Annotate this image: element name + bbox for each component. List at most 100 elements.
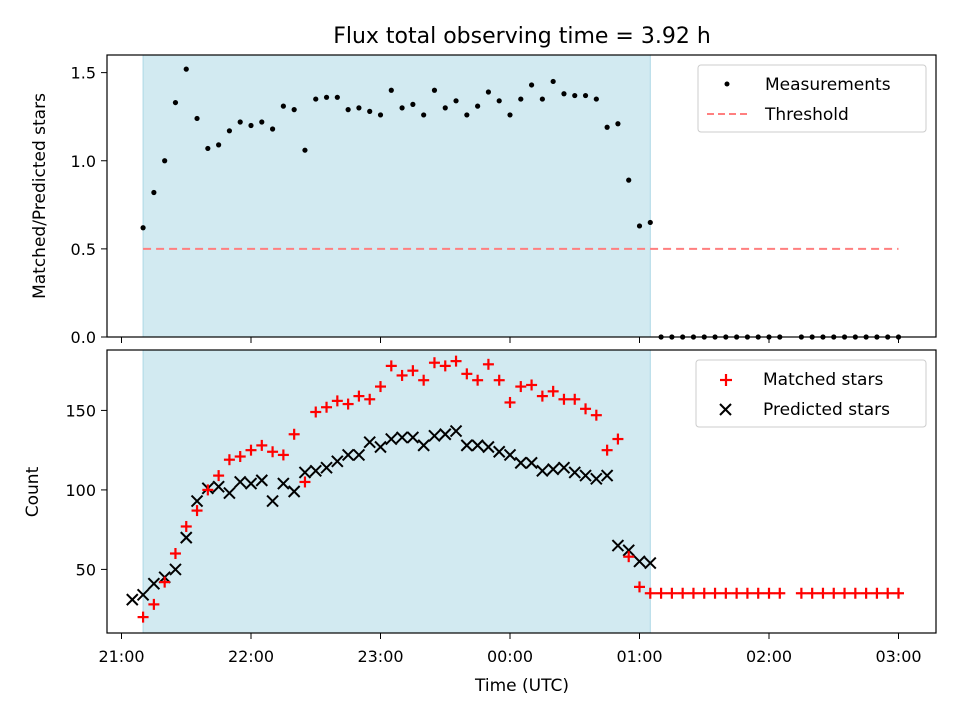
- matched-star-point: [137, 611, 149, 623]
- measurement-point: [421, 112, 427, 118]
- measurement-point: [313, 96, 319, 102]
- predicted-star-point: [600, 469, 614, 482]
- matched-star-point: [526, 379, 538, 391]
- measurement-point: [582, 92, 589, 99]
- matched-star-point: [536, 390, 548, 402]
- measurement-point: [259, 119, 265, 125]
- matched-star-point: [547, 385, 559, 397]
- matched-star-point: [277, 449, 289, 461]
- matched-star-point: [375, 381, 386, 393]
- matched-star-point: [806, 587, 818, 599]
- predicted-star-point: [352, 448, 366, 462]
- measurement-point: [345, 107, 351, 113]
- matched-star-point: [439, 360, 451, 372]
- predicted-star-point: [525, 456, 538, 470]
- predicted-star-point: [298, 466, 312, 479]
- predicted-star-point: [482, 440, 495, 454]
- measurement-point: [323, 94, 330, 100]
- matched-star-point: [655, 587, 667, 599]
- matched-star-point: [396, 369, 408, 381]
- predicted-star-point: [287, 485, 301, 498]
- matched-star-point: [752, 587, 764, 599]
- measurement-point: [216, 142, 222, 148]
- matched-star-point: [623, 551, 635, 563]
- predicted-star-point: [449, 424, 463, 438]
- x-tick-label: 21:00: [98, 647, 144, 666]
- matched-star-point: [515, 381, 527, 393]
- predicted-star-point: [622, 544, 635, 557]
- predicted-star-point: [212, 480, 225, 493]
- measurement-point: [151, 189, 157, 196]
- measurement-point: [269, 126, 276, 132]
- matched-star-point: [666, 587, 678, 599]
- top-y-tick-label: 1.0: [71, 152, 96, 171]
- predicted-star-point: [363, 436, 376, 449]
- predicted-star-point: [266, 494, 279, 508]
- top-legend: Measurements Threshold: [697, 64, 927, 133]
- matched-star-point: [601, 444, 613, 456]
- matched-star-point: [580, 403, 592, 415]
- matched-star-point: [882, 587, 894, 599]
- predicted-star-point: [417, 439, 430, 452]
- matched-star-point: [418, 374, 430, 386]
- predicted-star-point: [644, 556, 657, 570]
- matched-star-point: [828, 587, 840, 599]
- top-y-tick-label: 1.5: [71, 64, 96, 83]
- matched-star-point: [590, 409, 602, 421]
- predicted-star-point: [190, 494, 204, 508]
- measurement-point: [410, 101, 416, 107]
- predicted-star-point: [136, 588, 150, 602]
- predicted-star-point: [428, 429, 441, 443]
- measurement-point: [572, 92, 578, 99]
- measurement-point: [485, 89, 492, 95]
- measurement-point: [518, 96, 524, 102]
- measurement-point: [140, 225, 146, 231]
- matched-star-point: [450, 355, 462, 367]
- matched-star-point: [763, 587, 775, 599]
- predicted-star-point: [395, 431, 409, 444]
- matched-star-point: [795, 587, 807, 599]
- measurement-point: [226, 128, 233, 134]
- matched-star-point: [677, 587, 689, 599]
- matched-star-point: [245, 444, 257, 456]
- measurement-point: [442, 105, 448, 111]
- legend-marker-measurements: [724, 81, 730, 87]
- predicted-star-point: [147, 577, 161, 590]
- matched-star-points: [137, 355, 904, 623]
- matched-star-point: [482, 358, 494, 370]
- measurement-point: [496, 98, 502, 104]
- predicted-star-point: [309, 464, 322, 478]
- x-tick-label: 01:00: [616, 647, 662, 666]
- predicted-star-point: [255, 474, 268, 487]
- matched-star-point: [893, 587, 904, 599]
- bottom-axes-frame: [106, 349, 937, 634]
- matched-star-point: [428, 357, 440, 369]
- measurement-point: [539, 96, 545, 102]
- measurement-point: [302, 147, 308, 153]
- measurement-point: [356, 105, 362, 111]
- measurement-point: [507, 112, 513, 118]
- predicted-star-point: [406, 431, 420, 444]
- top-y-axis-label: Matched/Predicted stars: [30, 93, 50, 299]
- matched-star-point: [860, 587, 872, 599]
- measurement-point: [475, 103, 481, 109]
- matched-star-point: [191, 505, 203, 517]
- predicted-star-point: [536, 464, 549, 478]
- x-tick-label: 02:00: [746, 647, 792, 666]
- matched-star-point: [159, 576, 171, 588]
- top-panel: 0.0 0.5 1.0 1.5 Matched/Predicted stars Mea…: [30, 54, 937, 347]
- matched-star-point: [720, 587, 732, 599]
- matched-star-point: [569, 393, 581, 405]
- top-axes-frame: [106, 54, 937, 338]
- matched-star-point: [461, 368, 473, 380]
- predicted-star-point: [460, 439, 474, 452]
- matched-star-point: [288, 428, 300, 440]
- bottom-y-tick-label: 150: [65, 401, 96, 420]
- measurement-point: [172, 99, 179, 106]
- predicted-star-point: [611, 539, 625, 552]
- predicted-star-point: [568, 466, 581, 479]
- matched-star-point: [644, 587, 656, 599]
- matched-star-point: [310, 406, 322, 418]
- measurement-point: [334, 94, 340, 100]
- predicted-star-point: [341, 448, 355, 462]
